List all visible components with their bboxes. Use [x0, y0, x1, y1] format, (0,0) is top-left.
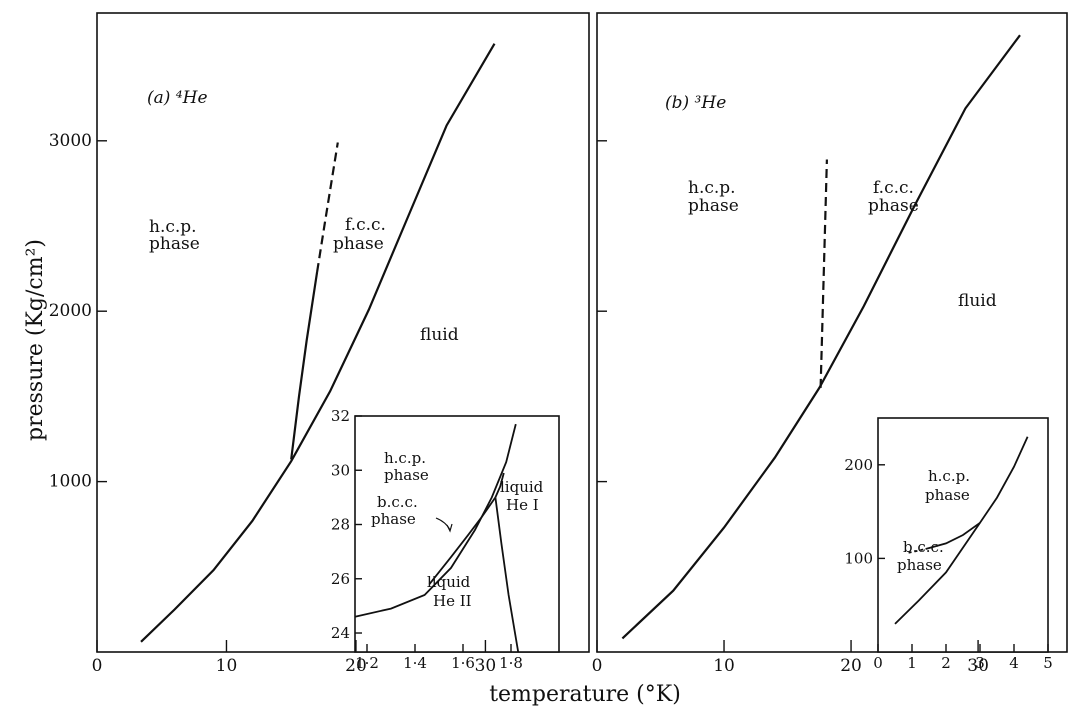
panel-b-inset-xtick-label-3: 3	[975, 654, 985, 672]
panel-a-inset-series-2	[494, 472, 505, 498]
panel-b-inset-series-1	[925, 522, 981, 550]
panel-a-series-2	[316, 142, 339, 273]
panel-a-xtick-label-2: 20	[345, 656, 367, 676]
inset-a-label-he1: He I	[506, 496, 539, 514]
panel-a-inset-series-0	[354, 423, 517, 618]
region-label-b-hcp-phase: phase	[688, 196, 739, 216]
region-label-a-fluid: fluid	[420, 325, 459, 345]
inset-a-label-he2: He II	[433, 592, 472, 610]
panel-a-inset-ytick-label-2: 28	[331, 516, 350, 534]
region-label-b-hcp: h.c.p.	[688, 178, 736, 198]
inset-b-label-bcc: b.c.c.	[903, 538, 944, 556]
inset-b-label-bcc-phase: phase	[897, 556, 942, 574]
panel-a-ytick-label-0: 1000	[49, 472, 92, 492]
panel-b-inset-xtick-label-1: 1	[907, 654, 917, 672]
inset-a-label-hcp-phase: phase	[384, 466, 429, 484]
region-label-a-hcp-phase: phase	[149, 234, 200, 254]
region-label-b-fcc: f.c.c.	[873, 178, 914, 198]
panel-a-inset-series-1	[428, 496, 497, 585]
inset-a-label-liquid-he2: liquid	[427, 573, 471, 591]
panel-a-xtick-label-0: 0	[92, 656, 103, 676]
panel-b-inset-ytick-label-1: 200	[844, 456, 873, 474]
panel-a-series-1	[290, 271, 319, 460]
panel-b-series-0	[621, 34, 1021, 640]
panel-a-ytick-label-1: 2000	[49, 301, 92, 321]
panel-b-inset-xtick-label-4: 4	[1009, 654, 1019, 672]
panel-a-inset-xtick-label-1: 1·4	[403, 654, 427, 672]
region-label-a-fcc: f.c.c.	[345, 215, 386, 235]
inset-b-label-hcp-phase: phase	[925, 486, 970, 504]
panel-a-inset-xtick-label-2: 1·6	[451, 654, 475, 672]
panel-a-series-0	[140, 43, 496, 643]
panel-b-xtick-label-3: 30	[967, 656, 989, 676]
panel-a-frame	[96, 12, 590, 653]
y-axis-label: pressure (Kg/cm²)	[23, 239, 48, 441]
region-label-a-hcp: h.c.p.	[149, 217, 197, 237]
panel-b-inset-ytick-label-0: 100	[844, 549, 873, 567]
panel-b-xtick-label-2: 20	[840, 656, 862, 676]
panel-b-xtick-label-0: 0	[592, 656, 603, 676]
inset-a-bcc-arrowhead	[446, 523, 453, 533]
region-label-a-fcc-phase: phase	[333, 234, 384, 254]
panel-a-xtick-label-3: 30	[475, 656, 497, 676]
panel-b-inset-xtick-label-2: 2	[941, 654, 951, 672]
panel-a-inset-ytick-label-0: 24	[331, 624, 350, 642]
panel-b-inset-xtick-label-5: 5	[1043, 654, 1053, 672]
panel-a-title: (a) ⁴He	[147, 88, 208, 108]
inset-b-label-hcp: h.c.p.	[928, 467, 970, 485]
panel-b-xtick-label-1: 10	[713, 656, 735, 676]
panel-a-inset-series-3	[494, 497, 520, 653]
panel-b-series-1	[819, 159, 828, 388]
panel-a-xtick-label-1: 10	[216, 656, 238, 676]
inset-a-label-hcp: h.c.p.	[384, 449, 426, 467]
panel-b-inset-xtick-label-0: 0	[873, 654, 883, 672]
x-axis-label: temperature (°K)	[489, 682, 681, 707]
inset-a-label-bcc: b.c.c.	[377, 493, 418, 511]
panel-a-inset-xtick-label-3: 1·8	[499, 654, 523, 672]
panel-a-inset-ytick-label-4: 32	[331, 407, 350, 425]
inset-a-label-liquid-he1: liquid	[500, 478, 544, 496]
panel-b-title: (b) ³He	[665, 93, 726, 113]
inset-a-frame	[354, 415, 560, 653]
region-label-b-fluid: fluid	[958, 291, 997, 311]
panel-a-inset-xtick-label-0: 1·2	[355, 654, 379, 672]
panel-a-inset-ytick-label-3: 30	[331, 461, 350, 479]
panel-a-ytick-label-2: 3000	[49, 131, 92, 151]
panel-b-inset-series-2	[908, 548, 926, 554]
inset-a-label-bcc-phase: phase	[371, 510, 416, 528]
region-label-b-fcc-phase: phase	[868, 196, 919, 216]
panel-a-inset-ytick-label-1: 26	[331, 570, 350, 588]
panel-b-frame	[596, 12, 1068, 653]
